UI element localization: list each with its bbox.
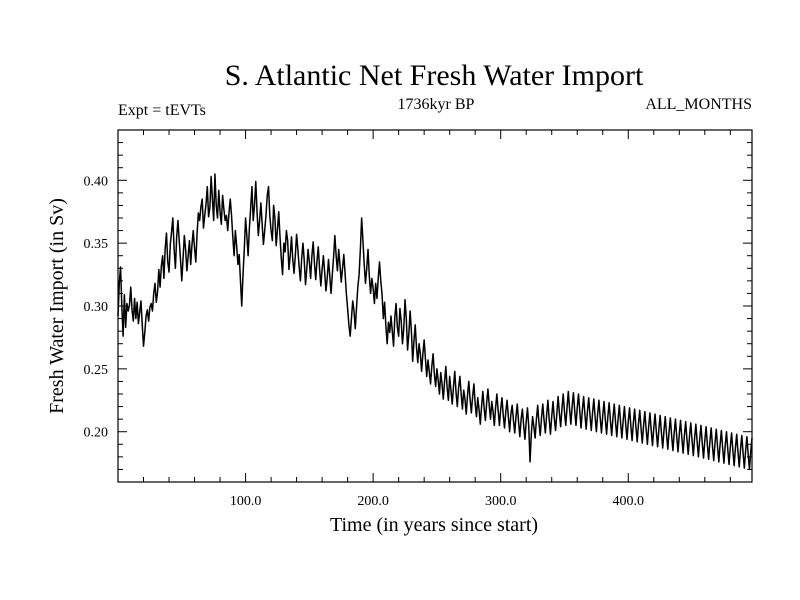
x-axis-label: Time (in years since start)	[330, 514, 538, 536]
y-tick-label: 0.25	[84, 363, 109, 378]
chart-title: S. Atlantic Net Fresh Water Import	[225, 59, 644, 92]
subtitle-period: 1736kyr BP	[398, 96, 475, 113]
series-line	[117, 173, 753, 471]
y-tick-label: 0.30	[84, 300, 109, 315]
plot-frame	[117, 129, 753, 483]
subtitle-months: ALL_MONTHS	[645, 96, 752, 113]
y-tick-label: 0.35	[84, 237, 109, 252]
y-tick-label: 0.40	[84, 174, 109, 189]
y-tick-label: 0.20	[84, 426, 109, 441]
x-tick-labels: 100.0 200.0 300.0 400.0	[230, 494, 644, 509]
y-tick-labels: 0.20 0.25 0.30 0.35 0.40	[84, 174, 109, 440]
x-tick-label: 100.0	[230, 494, 262, 509]
axis-ticks	[118, 130, 752, 482]
subtitle-experiment: Expt = tEVTs	[118, 102, 206, 119]
y-axis-label: Fresh Water Import (in Sv)	[46, 198, 68, 414]
x-tick-label: 400.0	[613, 494, 645, 509]
x-tick-label: 300.0	[485, 494, 517, 509]
x-tick-label: 200.0	[357, 494, 389, 509]
